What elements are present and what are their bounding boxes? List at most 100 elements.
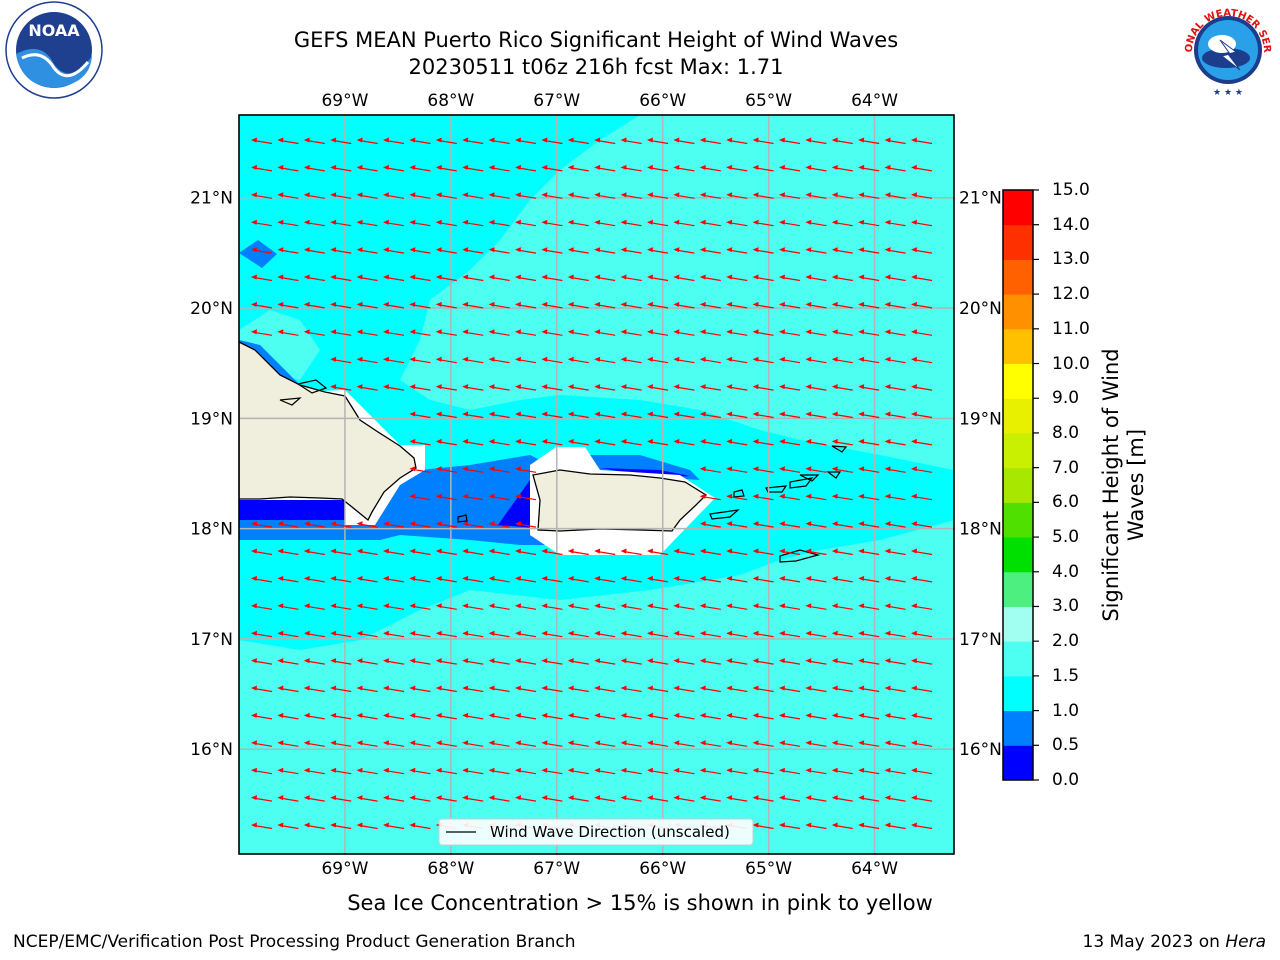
- lon-tick-top-4: 65°W: [745, 91, 792, 111]
- wave-arrow-395: [277, 603, 299, 610]
- wave-arrow-207: [911, 329, 933, 336]
- wave-arrow-218: [594, 356, 616, 364]
- wave-arrow-283: [647, 438, 669, 446]
- wave-arrow-467: [805, 658, 827, 665]
- wave-arrow-282: [620, 438, 642, 446]
- wave-arrow-501: [330, 712, 352, 720]
- wave-arrow-326: [356, 521, 378, 528]
- wave-arrow-580: [356, 795, 378, 802]
- wave-arrow-338: [831, 521, 853, 528]
- wave-arrow-320: [884, 493, 906, 501]
- wave-arrow-95: [699, 219, 721, 227]
- colorbar-level-13: 11.0: [1052, 318, 1090, 339]
- wave-arrow-306: [884, 466, 906, 473]
- wave-arrow-297: [488, 466, 510, 473]
- wave-arrow-334: [726, 521, 748, 528]
- wave-arrow-191: [488, 329, 510, 336]
- wave-arrow-571: [805, 767, 827, 775]
- wave-arrow-335: [752, 521, 774, 528]
- wave-arrow-123: [752, 247, 774, 254]
- wave-arrow-521: [858, 712, 880, 720]
- wave-arrow-405: [541, 603, 563, 610]
- wave-arrow-120: [673, 247, 695, 254]
- wave-arrow-488: [673, 685, 695, 693]
- wave-arrow-200: [726, 329, 748, 336]
- wave-arrow-317: [805, 493, 827, 501]
- wave-arrow-175: [752, 301, 774, 309]
- wave-arrow-239: [541, 384, 563, 391]
- wave-arrow-583: [435, 795, 457, 802]
- wave-arrow-192: [515, 329, 537, 336]
- wave-arrow-553: [330, 767, 352, 775]
- wave-arrow-495: [858, 685, 880, 693]
- wave-arrow-60: [462, 192, 484, 199]
- wave-arrow-518: [779, 712, 801, 720]
- wave-arrow-550: [251, 767, 273, 775]
- wave-arrow-600: [884, 795, 906, 802]
- wave-arrow-158: [303, 301, 325, 309]
- wave-arrow-437: [699, 630, 721, 638]
- lon-tick-bottom-1: 68°W: [427, 859, 474, 879]
- wave-arrow-199: [699, 329, 721, 336]
- wave-arrow-145: [647, 274, 669, 282]
- wave-arrow-458: [567, 658, 589, 665]
- lat-tick-right-3: 18°N: [959, 520, 1002, 540]
- wave-arrow-104: [251, 247, 273, 254]
- lon-tick-top-5: 64°W: [851, 91, 898, 111]
- wave-arrow-261: [594, 411, 616, 419]
- wave-arrow-363: [805, 548, 827, 556]
- colorbar-level-2: 1.0: [1052, 700, 1080, 721]
- wave-arrow-432: [567, 630, 589, 638]
- wave-arrow-561: [541, 767, 563, 775]
- wave-arrow-331: [488, 521, 510, 528]
- wave-arrow-401: [435, 603, 457, 610]
- wave-arrow-523: [911, 712, 933, 720]
- wave-arrow-529: [383, 740, 405, 747]
- wave-arrow-339: [858, 521, 880, 528]
- graticule: [239, 115, 954, 854]
- wave-arrow-490: [726, 685, 748, 693]
- wave-arrow-250: [831, 384, 853, 391]
- wave-arrow-434: [620, 630, 642, 638]
- wave-arrow-429: [488, 630, 510, 638]
- lat-tick-right-0: 21°N: [959, 189, 1002, 209]
- wave-arrow-99: [805, 219, 827, 227]
- wave-arrow-234: [409, 384, 431, 391]
- wave-arrow-232: [356, 384, 378, 391]
- wave-arrow-147: [699, 274, 721, 282]
- wave-arrow-509: [541, 712, 563, 720]
- wave-arrow-65: [594, 192, 616, 199]
- wave-arrow-528: [356, 740, 378, 747]
- wave-arrow-118: [620, 247, 642, 254]
- wave-arrow-84: [409, 219, 431, 227]
- wave-arrow-204: [831, 329, 853, 336]
- wave-arrow-506: [462, 712, 484, 720]
- wave-arrow-409: [647, 603, 669, 610]
- lat-tick-left-1: 20°N: [190, 299, 233, 319]
- colorbar-level-17: 15.0: [1052, 180, 1090, 200]
- wave-arrow-316: [779, 493, 801, 501]
- wave-arrow-367: [911, 548, 933, 556]
- colorbar-level-4: 2.0: [1052, 631, 1080, 652]
- wave-arrow-588: [567, 795, 589, 802]
- wave-arrow-267: [752, 411, 774, 419]
- wave-arrow-58: [409, 192, 431, 199]
- wave-arrow-296: [462, 466, 484, 473]
- wave-arrow-54: [303, 192, 325, 199]
- wave-arrow-146: [673, 274, 695, 282]
- wave-arrow-312: [515, 493, 537, 501]
- wave-arrow-226: [805, 356, 827, 364]
- wave-arrow-452: [409, 658, 431, 665]
- wave-arrow-376: [462, 575, 484, 583]
- wave-arrow-183: [277, 329, 299, 336]
- wave-arrow-407: [594, 603, 616, 610]
- wave-arrow-358: [673, 548, 695, 556]
- wave-arrow-12: [567, 137, 589, 145]
- wave-arrow-497: [911, 685, 933, 693]
- wave-arrow-190: [462, 329, 484, 336]
- lat-tick-left-5: 16°N: [190, 740, 233, 760]
- wave-arrow-91: [594, 219, 616, 227]
- wave-arrow-113: [488, 247, 510, 254]
- wave-arrow-78: [251, 219, 273, 227]
- wave-arrow-379: [541, 575, 563, 583]
